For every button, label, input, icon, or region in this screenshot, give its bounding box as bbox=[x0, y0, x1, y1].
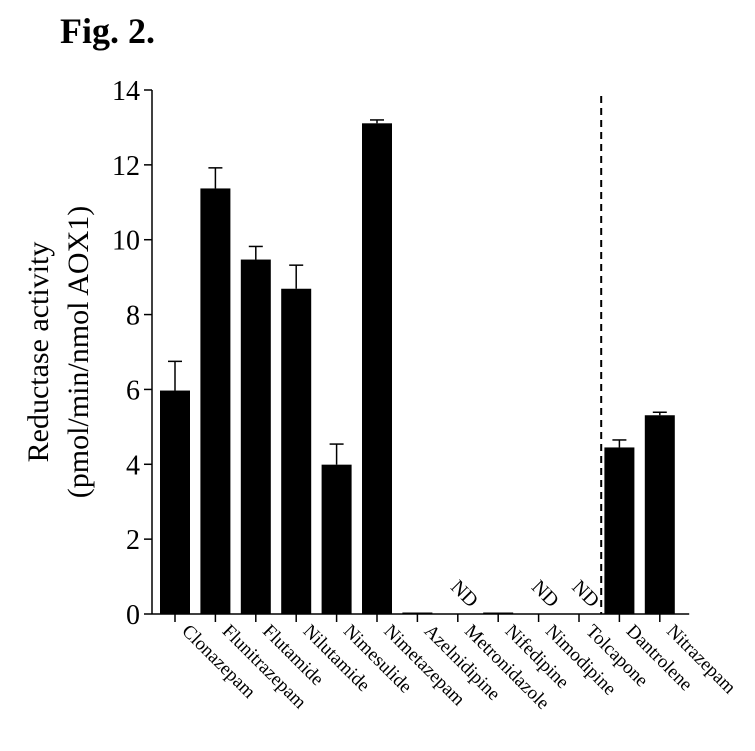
bar bbox=[483, 612, 514, 614]
bar bbox=[402, 612, 433, 614]
y-axis-label-line1: Reductase activity bbox=[22, 242, 55, 463]
y-axis-label: Reductase activity (pmol/min/nmol AOX1) bbox=[22, 206, 95, 499]
y-axis-label-line2: (pmol/min/nmol AOX1) bbox=[62, 206, 95, 499]
bars: ND ND ND bbox=[160, 96, 675, 615]
y-tick-label: 4 bbox=[126, 450, 140, 481]
y-tick-label: 10 bbox=[112, 226, 140, 257]
y-tick-label: 2 bbox=[126, 525, 140, 556]
bar bbox=[200, 188, 231, 615]
x-tick-labels: ClonazepamFlunitrazepamFlutamideNilutami… bbox=[174, 614, 740, 714]
y-tick-label: 6 bbox=[126, 375, 140, 406]
bar bbox=[362, 123, 392, 614]
y-tick-label: 12 bbox=[112, 151, 140, 182]
bar bbox=[160, 390, 190, 614]
bar bbox=[281, 288, 312, 614]
bar bbox=[604, 447, 635, 614]
y-axis: 0 2 4 6 8 10 12 14 bbox=[112, 76, 690, 631]
bar bbox=[321, 464, 352, 614]
bar-annotation: ND bbox=[446, 576, 482, 612]
bar-annotation: ND bbox=[527, 576, 563, 612]
figure-label: Fig. 2. bbox=[60, 11, 155, 51]
y-tick-label: 8 bbox=[126, 301, 140, 332]
bar bbox=[644, 415, 675, 614]
bar-annotation: ND bbox=[567, 576, 603, 612]
bar bbox=[240, 259, 271, 614]
y-tick-label: 0 bbox=[126, 600, 140, 631]
y-tick-label: 14 bbox=[112, 76, 140, 107]
